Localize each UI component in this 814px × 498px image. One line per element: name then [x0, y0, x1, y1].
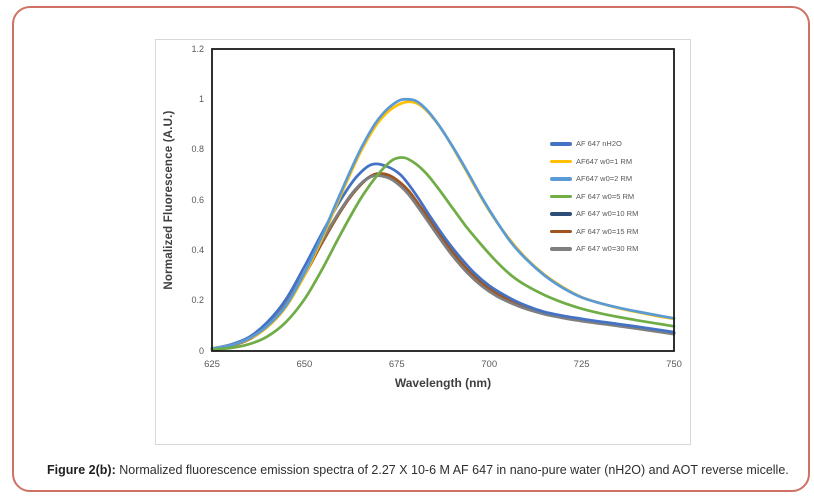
plot-border [211, 48, 675, 352]
legend-swatch [550, 159, 572, 164]
chart-frame: Normalized Fluorescence (A.U.) Wavelengt… [155, 39, 691, 445]
y-tick-label: 1 [198, 93, 204, 104]
figure-caption-text: Normalized fluorescence emission spectra… [115, 463, 789, 477]
y-tick-label: 0 [198, 345, 204, 356]
series-curve [210, 97, 676, 350]
figure-card: Normalized Fluorescence (A.U.) Wavelengt… [12, 6, 810, 492]
y-tick-label: 1.2 [191, 43, 204, 54]
legend-swatch [550, 229, 572, 234]
legend-swatch [550, 177, 572, 181]
series-curve [210, 162, 676, 350]
x-tick-label: 700 [481, 359, 498, 370]
legend-label: AF 647 nH2O [576, 139, 622, 148]
x-axis-title: Wavelength (nm) [394, 376, 492, 390]
x-tick-label: 625 [204, 359, 220, 370]
figure-caption: Figure 2(b): Normalized fluorescence emi… [47, 462, 795, 478]
legend-entry: AF 647 w0=10 RM [550, 210, 638, 218]
legend-entry: AF 647 w0=30 RM [550, 245, 638, 253]
legend-swatch [550, 247, 572, 251]
spectra-plot [210, 48, 676, 352]
series-curve [210, 156, 676, 352]
legend-label: AF 647 w0=10 RM [576, 209, 639, 218]
legend-entry: AF647 w0=1 RM [550, 156, 638, 166]
legend-entry: AF 647 w0=5 RM [550, 191, 638, 201]
legend-swatch [550, 212, 572, 216]
x-tick-label: 675 [388, 359, 405, 370]
legend-swatch [550, 194, 572, 199]
legend-entry: AF 647 w0=15 RM [550, 226, 639, 236]
legend-label: AF 647 w0=30 RM [576, 244, 639, 253]
legend: AF 647 nH2O AF647 w0=1 RM AF647 w0=2 RM AF … [550, 140, 638, 253]
legend-swatch [550, 142, 572, 146]
legend-label: AF647 w0=2 RM [576, 174, 633, 183]
legend-label: AF 647 w0=15 RM [576, 226, 639, 236]
figure-caption-label: Figure 2(b): [47, 463, 116, 477]
legend-entry: AF647 w0=2 RM [550, 175, 638, 183]
y-tick-label: 0.6 [191, 194, 204, 205]
x-tick-label: 650 [296, 359, 313, 370]
y-tick-label: 0.2 [191, 295, 204, 306]
x-tick-label: 750 [666, 359, 682, 370]
y-tick-label: 0.4 [191, 244, 204, 255]
x-tick-label: 725 [573, 359, 590, 370]
y-tick-label: 0.8 [191, 144, 204, 155]
legend-entry: AF 647 nH2O [550, 140, 638, 148]
legend-label: AF647 w0=1 RM [576, 156, 633, 166]
legend-label: AF 647 w0=5 RM [576, 191, 635, 201]
